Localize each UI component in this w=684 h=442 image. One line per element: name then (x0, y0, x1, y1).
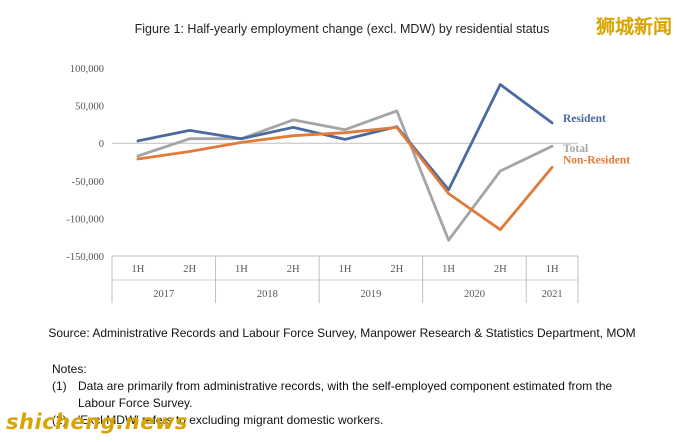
x-year-label: 2017 (153, 289, 174, 300)
chart-title: Figure 1: Half-yearly employment change … (134, 22, 550, 36)
x-tick-label: 1H (339, 264, 352, 275)
x-year-label: 2020 (464, 289, 485, 300)
x-tick-label: 1H (131, 264, 144, 275)
y-tick-label: -50,000 (72, 177, 104, 188)
y-tick-label: 100,000 (70, 64, 104, 75)
x-tick-label: 1H (546, 264, 559, 275)
watermark-chinese: 狮城新闻 (595, 16, 672, 38)
source-note: Source: Administrative Records and Labou… (48, 326, 636, 340)
y-tick-label: 0 (99, 139, 104, 150)
x-tick-label: 2H (183, 264, 196, 275)
y-tick-label: -100,000 (66, 214, 104, 225)
note-text: 'Excl MDW' refers to excluding migrant d… (78, 413, 384, 427)
x-tick-label: 2H (287, 264, 300, 275)
x-year-label: 2021 (542, 289, 563, 300)
x-tick-label: 1H (442, 264, 455, 275)
y-tick-label: 50,000 (75, 102, 104, 113)
x-year-label: 2019 (360, 289, 381, 300)
note-number: (2) (52, 413, 67, 427)
note-item: (1) Data are primarily from administrati… (52, 378, 652, 412)
note-text: Data are primarily from administrative r… (78, 379, 613, 410)
x-tick-label: 2H (390, 264, 403, 275)
series-label-non-resident: Non-Resident (563, 154, 630, 166)
x-tick-label: 2H (494, 264, 507, 275)
note-number: (1) (52, 379, 67, 393)
y-tick-label: -150,000 (66, 252, 104, 263)
watermark-site: shicheng.news (6, 410, 188, 434)
notes-section: Notes: (1) Data are primarily from admin… (52, 361, 652, 429)
series-label-total: Total (563, 143, 588, 155)
series-label-resident: Resident (563, 113, 606, 125)
x-tick-label: 1H (235, 264, 248, 275)
x-year-label: 2018 (257, 289, 278, 300)
notes-heading: Notes: (52, 362, 87, 376)
series-line-resident (136, 83, 554, 192)
note-item: (2) 'Excl MDW' refers to excluding migra… (52, 412, 652, 429)
